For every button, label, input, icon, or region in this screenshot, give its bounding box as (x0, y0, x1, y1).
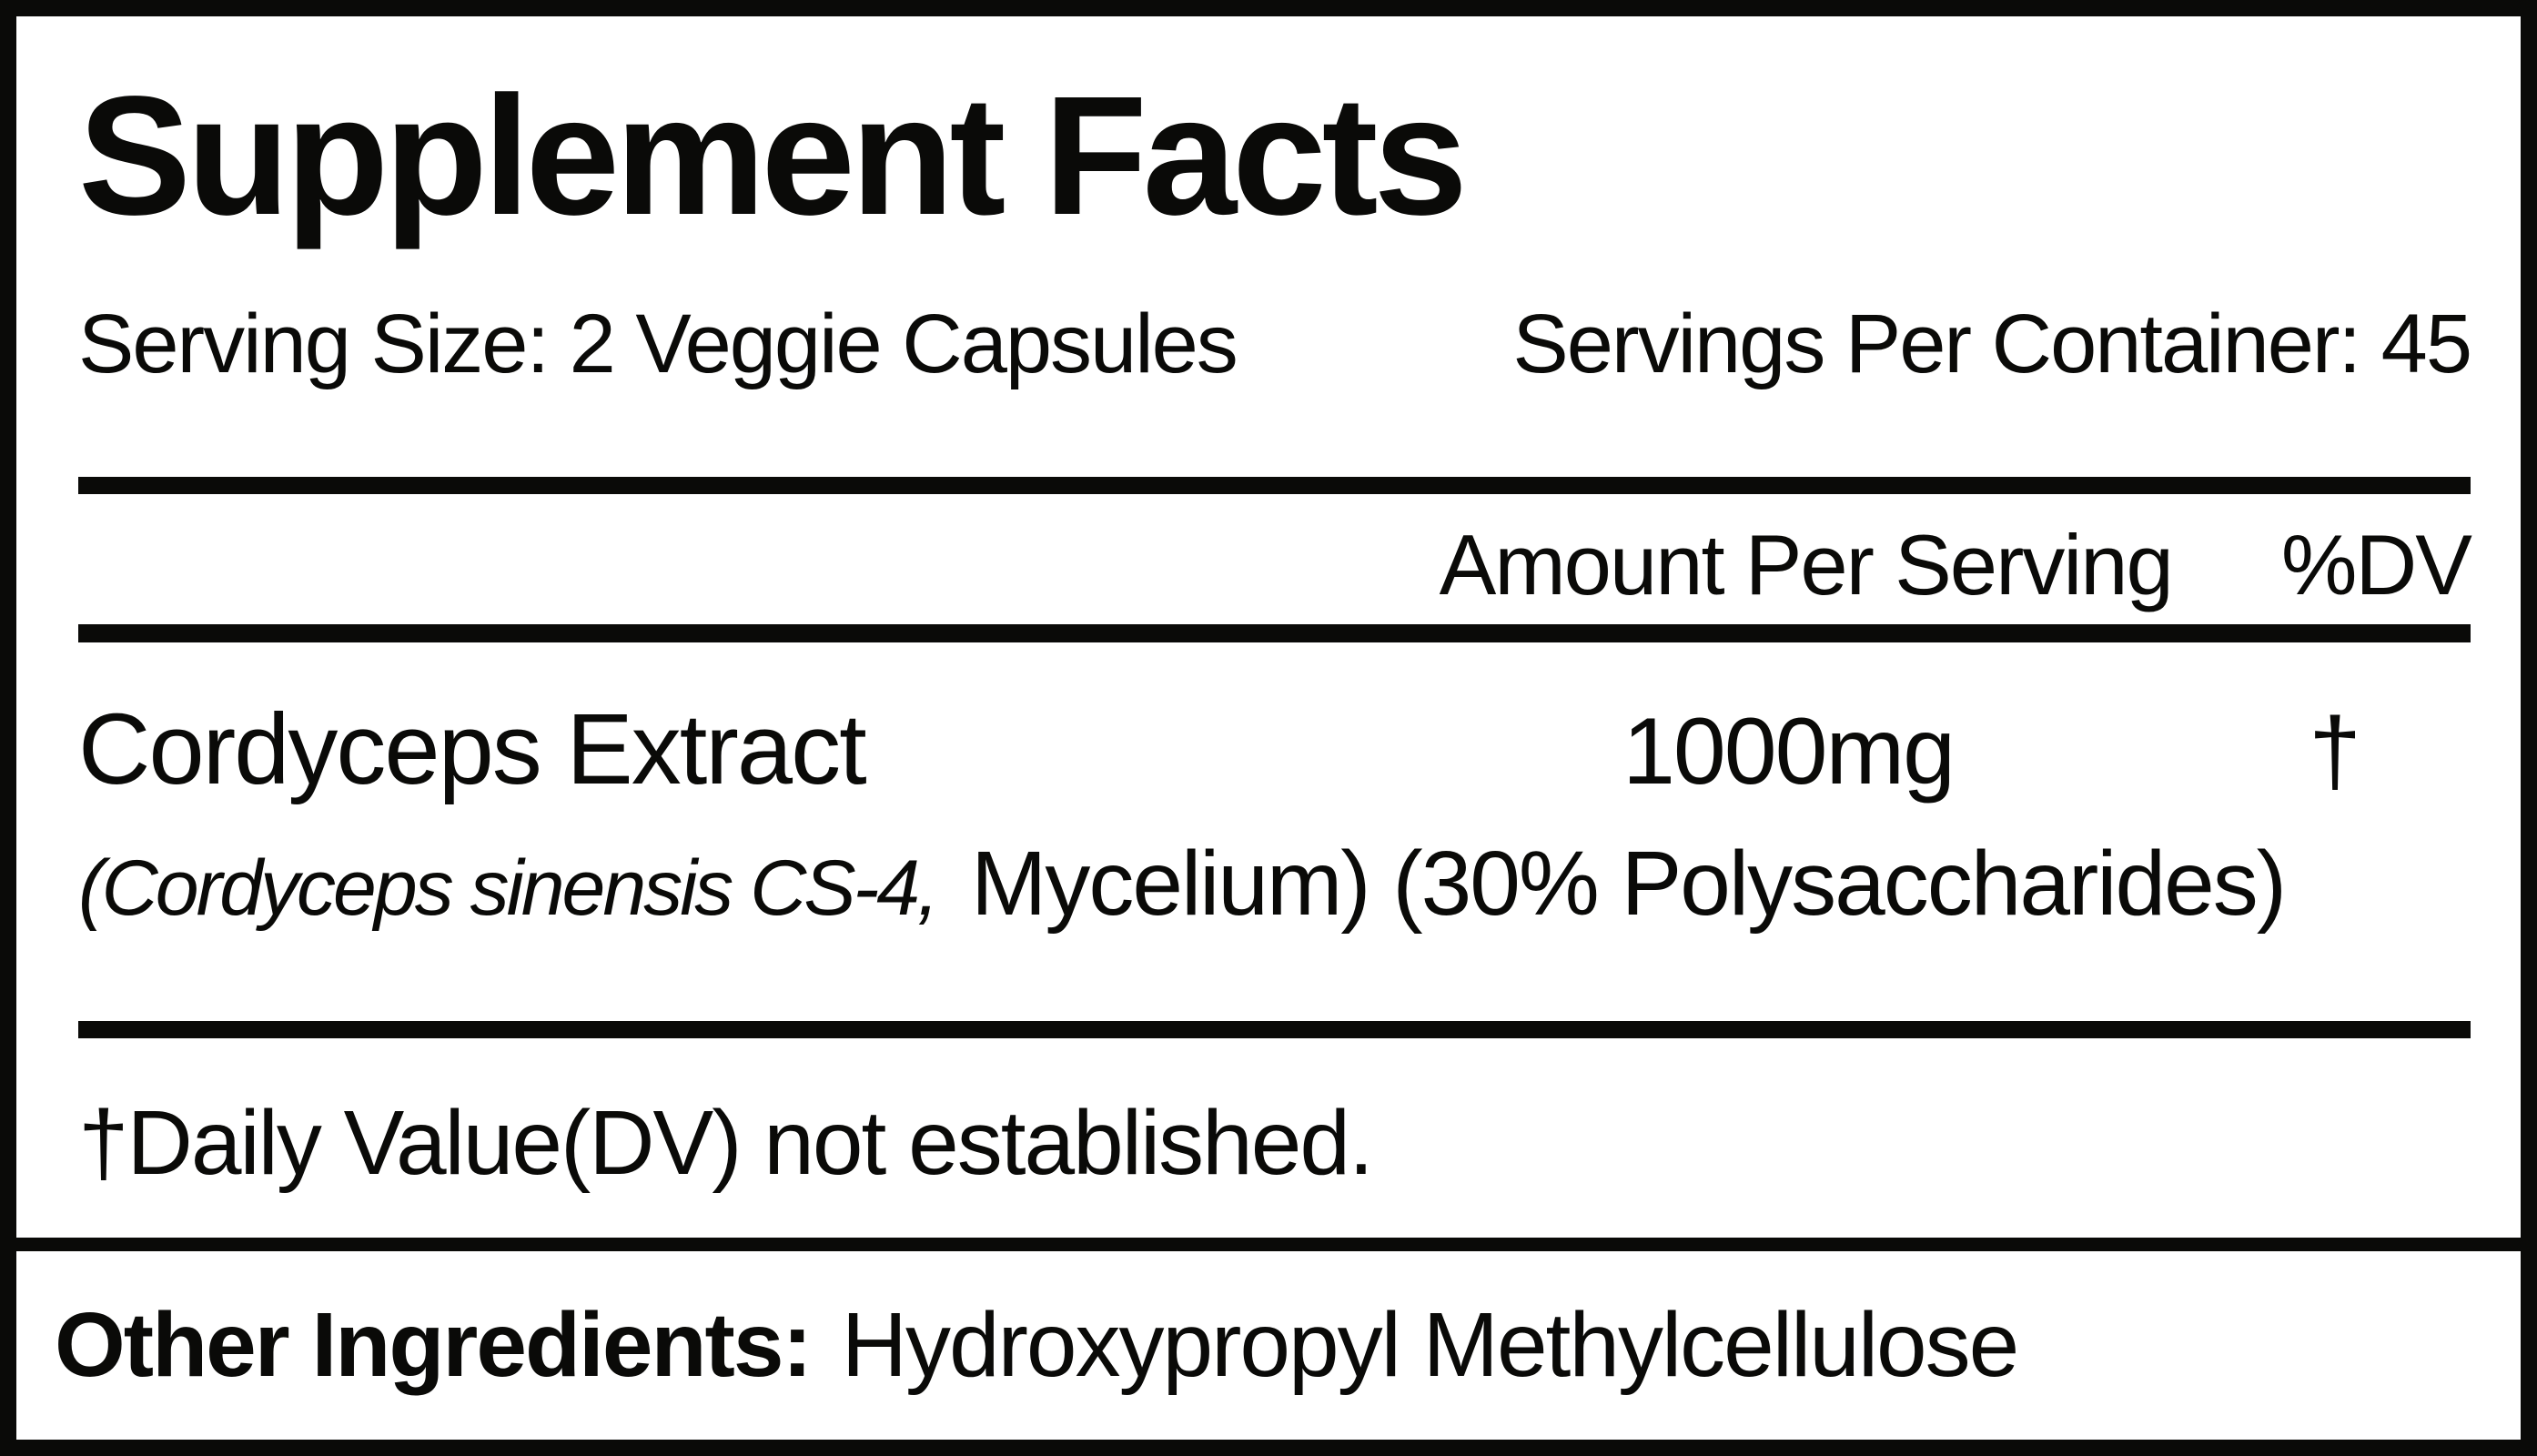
daily-value-footnote: †Daily Value(DV) not established. (78, 1092, 1374, 1195)
ingredient-amount: 1000mg (1622, 699, 1956, 805)
column-header-row: Amount Per Serving %DV (78, 514, 2472, 617)
ingredient-detail-botanical: (Cordyceps sinensis CS-4, (78, 844, 939, 933)
other-ingredients-label: Other Ingredients: (55, 1294, 813, 1396)
ingredient-detail-standardization: Mycelium) (30% Polysaccharides) (971, 833, 2287, 935)
column-header-dv: %DV (2280, 517, 2472, 613)
ingredient-row: Cordyceps Extract 1000mg † (78, 690, 2471, 810)
column-header-amount: Amount Per Serving (1439, 517, 2174, 613)
facts-panel: Supplement Facts Serving Size: 2 Veggie … (16, 16, 2521, 1238)
divider-rule-top (78, 477, 2471, 495)
other-ingredients-section: Other Ingredients: Hydroxypropyl Methylc… (16, 1238, 2521, 1440)
ingredient-name: Cordyceps Extract (78, 693, 867, 806)
other-ingredients-value: Hydroxypropyl Methylcellulose (841, 1294, 2020, 1396)
ingredient-detail-row: (Cordyceps sinensis CS-4, Mycelium) (30% … (78, 824, 2471, 943)
serving-info-row: Serving Size: 2 Veggie Capsules Servings… (78, 292, 2472, 397)
serving-size-text: Serving Size: 2 Veggie Capsules (78, 298, 1238, 391)
divider-rule-bottom (78, 1021, 2471, 1039)
divider-rule-header (78, 624, 2471, 643)
servings-per-container-text: Servings Per Container: 45 (1512, 298, 2472, 391)
label-title: Supplement Facts (78, 62, 1468, 250)
ingredient-dv-dagger: † (2309, 699, 2361, 805)
